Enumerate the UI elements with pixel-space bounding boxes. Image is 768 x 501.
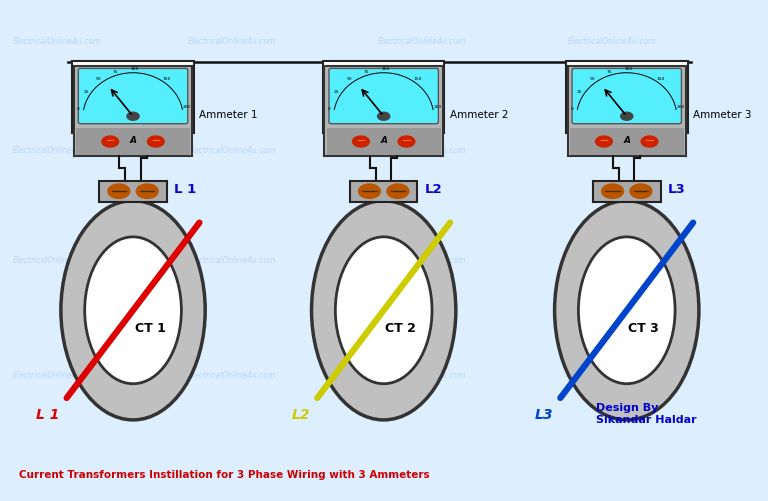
Text: 75: 75 [113, 70, 119, 74]
FancyBboxPatch shape [572, 69, 681, 124]
FancyBboxPatch shape [74, 66, 192, 156]
Circle shape [378, 112, 390, 120]
Circle shape [136, 184, 158, 198]
Circle shape [641, 136, 658, 147]
Text: A: A [130, 136, 137, 145]
FancyBboxPatch shape [568, 66, 686, 156]
Circle shape [104, 219, 162, 257]
Text: 75: 75 [364, 70, 369, 74]
Text: ElectricalOnline4u.com: ElectricalOnline4u.com [568, 371, 656, 380]
Circle shape [630, 184, 652, 198]
Circle shape [387, 184, 409, 198]
Text: 50: 50 [96, 78, 101, 82]
Text: 25: 25 [334, 90, 339, 94]
Text: 150: 150 [414, 78, 422, 82]
Text: ElectricalOnline4u.com: ElectricalOnline4u.com [378, 371, 466, 380]
Text: ElectricalOnline4u.com: ElectricalOnline4u.com [378, 37, 466, 46]
Circle shape [601, 184, 624, 198]
FancyBboxPatch shape [350, 181, 418, 202]
Text: CT 2: CT 2 [386, 322, 416, 335]
Circle shape [355, 219, 412, 257]
Circle shape [102, 136, 118, 147]
FancyBboxPatch shape [570, 128, 684, 155]
FancyBboxPatch shape [72, 61, 194, 133]
Text: ElectricalOnline4u.com: ElectricalOnline4u.com [568, 37, 656, 46]
Text: ElectricalOnline4u.com: ElectricalOnline4u.com [187, 371, 276, 380]
Text: 200: 200 [183, 105, 191, 109]
Circle shape [359, 184, 380, 198]
Text: ElectricalOnline4u.com: ElectricalOnline4u.com [13, 146, 101, 155]
Text: ElectricalOnline4u.com: ElectricalOnline4u.com [568, 146, 656, 155]
Text: Ammeter 1: Ammeter 1 [199, 110, 257, 120]
Text: 100: 100 [382, 67, 389, 71]
Text: ElectricalOnline4u.com: ElectricalOnline4u.com [13, 37, 101, 46]
FancyBboxPatch shape [323, 61, 445, 133]
Text: 50: 50 [346, 78, 353, 82]
Text: CT 1: CT 1 [134, 322, 165, 335]
Circle shape [353, 136, 369, 147]
Text: 0: 0 [571, 107, 574, 111]
Text: ElectricalOnline4u.com: ElectricalOnline4u.com [187, 37, 276, 46]
Text: ElectricalOnline4u.com: ElectricalOnline4u.com [13, 256, 101, 265]
Ellipse shape [312, 201, 456, 420]
Text: A: A [380, 136, 387, 145]
Text: ElectricalOnline4u.com: ElectricalOnline4u.com [187, 256, 276, 265]
Circle shape [621, 112, 633, 120]
Text: 200: 200 [677, 105, 685, 109]
Text: 100: 100 [131, 67, 139, 71]
Text: ElectricalOnline4u.com: ElectricalOnline4u.com [13, 371, 101, 380]
Circle shape [108, 184, 130, 198]
Text: L 1: L 1 [174, 183, 197, 196]
FancyBboxPatch shape [566, 61, 687, 133]
Text: 25: 25 [577, 90, 583, 94]
Circle shape [596, 136, 612, 147]
Circle shape [583, 219, 641, 257]
Circle shape [147, 136, 164, 147]
FancyBboxPatch shape [593, 181, 660, 202]
Text: Ammeter 2: Ammeter 2 [450, 110, 508, 120]
Ellipse shape [61, 201, 205, 420]
Text: L2: L2 [425, 183, 442, 196]
Text: 150: 150 [657, 78, 665, 82]
Circle shape [398, 136, 415, 147]
FancyBboxPatch shape [76, 128, 190, 155]
FancyBboxPatch shape [326, 128, 441, 155]
FancyBboxPatch shape [78, 69, 187, 124]
FancyBboxPatch shape [329, 69, 439, 124]
Ellipse shape [336, 237, 432, 384]
Text: 0: 0 [77, 107, 80, 111]
Text: L3: L3 [535, 408, 553, 422]
Text: ElectricalOnline4u.com: ElectricalOnline4u.com [378, 146, 466, 155]
Text: 75: 75 [607, 70, 612, 74]
Ellipse shape [578, 237, 675, 384]
Text: Design By
Sikandar Haldar: Design By Sikandar Haldar [597, 403, 697, 425]
Text: 50: 50 [590, 78, 595, 82]
Ellipse shape [554, 201, 699, 420]
Text: L3: L3 [668, 183, 686, 196]
Text: L2: L2 [291, 408, 310, 422]
Text: 200: 200 [434, 105, 442, 109]
Text: L 1: L 1 [35, 408, 59, 422]
Text: CT 3: CT 3 [628, 322, 659, 335]
FancyBboxPatch shape [99, 181, 167, 202]
Text: Ammeter 3: Ammeter 3 [693, 110, 751, 120]
Text: A: A [624, 136, 631, 145]
Text: ElectricalOnline4u.com: ElectricalOnline4u.com [187, 146, 276, 155]
Text: 150: 150 [163, 78, 171, 82]
Circle shape [127, 112, 139, 120]
Ellipse shape [84, 237, 181, 384]
Text: ElectricalOnline4u.com: ElectricalOnline4u.com [568, 256, 656, 265]
Text: ElectricalOnline4u.com: ElectricalOnline4u.com [378, 256, 466, 265]
Text: 100: 100 [624, 67, 633, 71]
Text: 0: 0 [328, 107, 330, 111]
FancyBboxPatch shape [324, 66, 443, 156]
Text: 25: 25 [83, 90, 89, 94]
Text: Current Transformers Instillation for 3 Phase Wiring with 3 Ammeters: Current Transformers Instillation for 3 … [19, 469, 430, 479]
